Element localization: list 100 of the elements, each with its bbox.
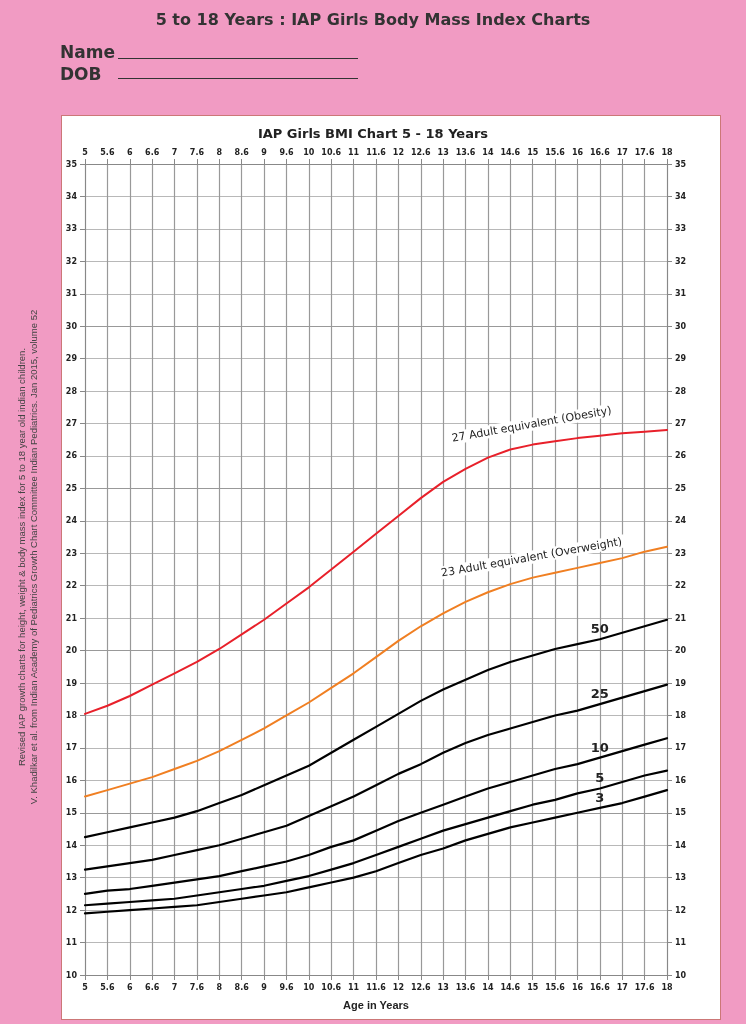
x-tick-label: 17.6	[634, 982, 655, 992]
category-label: 10.6	[321, 147, 342, 157]
x-tick-label: 13.6	[455, 982, 476, 992]
text: 5	[82, 147, 88, 157]
category-label: 8	[216, 147, 223, 157]
x-tick-label: 6.6	[145, 982, 160, 992]
y2-tick-label: 19	[675, 678, 687, 688]
x-axis-title: Age in Years	[343, 998, 409, 1011]
y2-tick-label: 18	[675, 710, 687, 720]
y2-tick-label: 25	[675, 483, 687, 493]
y-tick-label: 11	[65, 938, 78, 948]
y2-tick-label: 10	[675, 970, 687, 980]
line-series	[83, 769, 669, 907]
y2-tick-label: 12	[675, 905, 687, 915]
y-tick-label: 18	[65, 710, 78, 720]
y2-tick-label: 32	[675, 256, 687, 266]
x-tick-label: 16	[571, 982, 584, 992]
text: 27 Adult equivalent (Obesity)	[450, 403, 613, 445]
y-tick-label: 28	[65, 386, 78, 396]
y-tick-label: 15	[65, 808, 78, 818]
category-label: 6	[126, 147, 133, 157]
x-tick-label: 7	[171, 982, 178, 992]
y-tick-label: 17	[65, 743, 77, 753]
y-tick-label: 29	[65, 354, 78, 364]
category-label: 8.6	[234, 147, 249, 157]
y2-tick-label: 17	[675, 743, 687, 753]
text: V. Khadilkar et al. from Indian Academy of Pediatrics Growth Chart Committee Indian Pediatrics. Jan 2015, volume 52	[28, 308, 40, 807]
category-label: 14.6	[500, 147, 521, 157]
y2-tick-label: 13	[675, 873, 687, 883]
category-label: 10	[303, 147, 315, 157]
y-tick-label: 19	[65, 678, 78, 688]
y2-tick-label: 16	[675, 775, 687, 785]
x-tick-label: 15.6	[545, 982, 566, 992]
y2-tick-label: 30	[675, 321, 687, 331]
y-tick-label: 33	[65, 224, 77, 234]
y-tick-label: 32	[65, 256, 77, 266]
series-label: 50	[590, 621, 609, 637]
y-tick-label: 23	[65, 548, 77, 558]
series-label: 5	[595, 770, 605, 786]
x-tick-label: 14.6	[500, 982, 521, 992]
y-tick-label: 24	[65, 516, 78, 526]
y2-tick-label: 31	[675, 289, 687, 299]
category-label: 14	[482, 147, 494, 157]
x-tick-label: 5.6	[100, 982, 115, 992]
x-tick-label: 11.6	[366, 982, 387, 992]
series-label: 25	[590, 686, 609, 702]
y2-tick-label: 24	[675, 516, 687, 526]
text: Revised IAP growth charts for height, weight & body mass index for 5 to 18 year old indian children.	[16, 346, 28, 769]
y-tick-label: 31	[65, 289, 78, 299]
category-label: 9.6	[279, 147, 294, 157]
x-tick-label: 10.6	[321, 982, 342, 992]
y-tick-label: 20	[65, 646, 78, 656]
category-label: 12.6	[410, 147, 431, 157]
y-tick-label: 34	[65, 191, 78, 201]
x-tick-label: 6	[126, 982, 133, 992]
category-label: 12	[392, 147, 404, 157]
y-tick-label: 16	[65, 775, 78, 785]
category-label: 15	[527, 147, 539, 157]
y2-tick-label: 11	[675, 938, 687, 948]
series-label: 10	[590, 739, 609, 755]
y-tick-label: 25	[65, 483, 78, 493]
x-tick-label: 5	[82, 982, 89, 992]
category-label: 5.6	[100, 147, 115, 157]
y2-tick-label: 20	[675, 646, 687, 656]
category-label: 16	[571, 147, 584, 157]
category-label: 6.6	[145, 147, 160, 157]
series-label: 3	[595, 789, 605, 805]
x-tick-label: 9	[261, 982, 268, 992]
y-tick-label: 35	[65, 159, 78, 169]
category-label: 18	[661, 147, 673, 157]
x-tick-label: 11	[348, 982, 360, 992]
y2-tick-label: 22	[675, 581, 687, 591]
category-label: 7	[171, 147, 178, 157]
x-tick-label: 17	[616, 982, 628, 992]
x-tick-label: 13	[437, 982, 449, 992]
line-series	[83, 737, 669, 895]
x-tick-label: 8.6	[234, 982, 250, 992]
y-tick-label: 27	[65, 419, 77, 429]
x-tick-label: 7.6	[189, 982, 205, 992]
y-tick-label: 30	[65, 321, 78, 331]
line-series	[83, 683, 669, 871]
x-tick-label: 15	[527, 982, 539, 992]
y2-tick-label: 33	[675, 224, 687, 234]
category-label: 7.6	[189, 147, 205, 157]
y2-tick-label: 27	[675, 419, 687, 429]
x-tick-label: 10	[303, 982, 315, 992]
line-series	[83, 788, 669, 915]
category-label: 9	[261, 147, 267, 157]
y2-tick-label: 34	[675, 191, 687, 201]
y2-tick-label: 14	[675, 840, 687, 850]
category-label: 17.6	[634, 147, 655, 157]
category-label: 11	[348, 147, 360, 157]
category-label: 15.6	[545, 147, 565, 157]
y2-tick-label: 35	[675, 159, 687, 169]
text: DOB	[60, 64, 102, 84]
category-label: 13	[437, 147, 449, 157]
y-tick-label: 21	[65, 613, 78, 623]
y-tick-label: 26	[65, 451, 78, 461]
chart-subtitle: IAP Girls BMI Chart 5 - 18 Years	[257, 126, 489, 141]
y2-tick-label: 26	[675, 451, 687, 461]
